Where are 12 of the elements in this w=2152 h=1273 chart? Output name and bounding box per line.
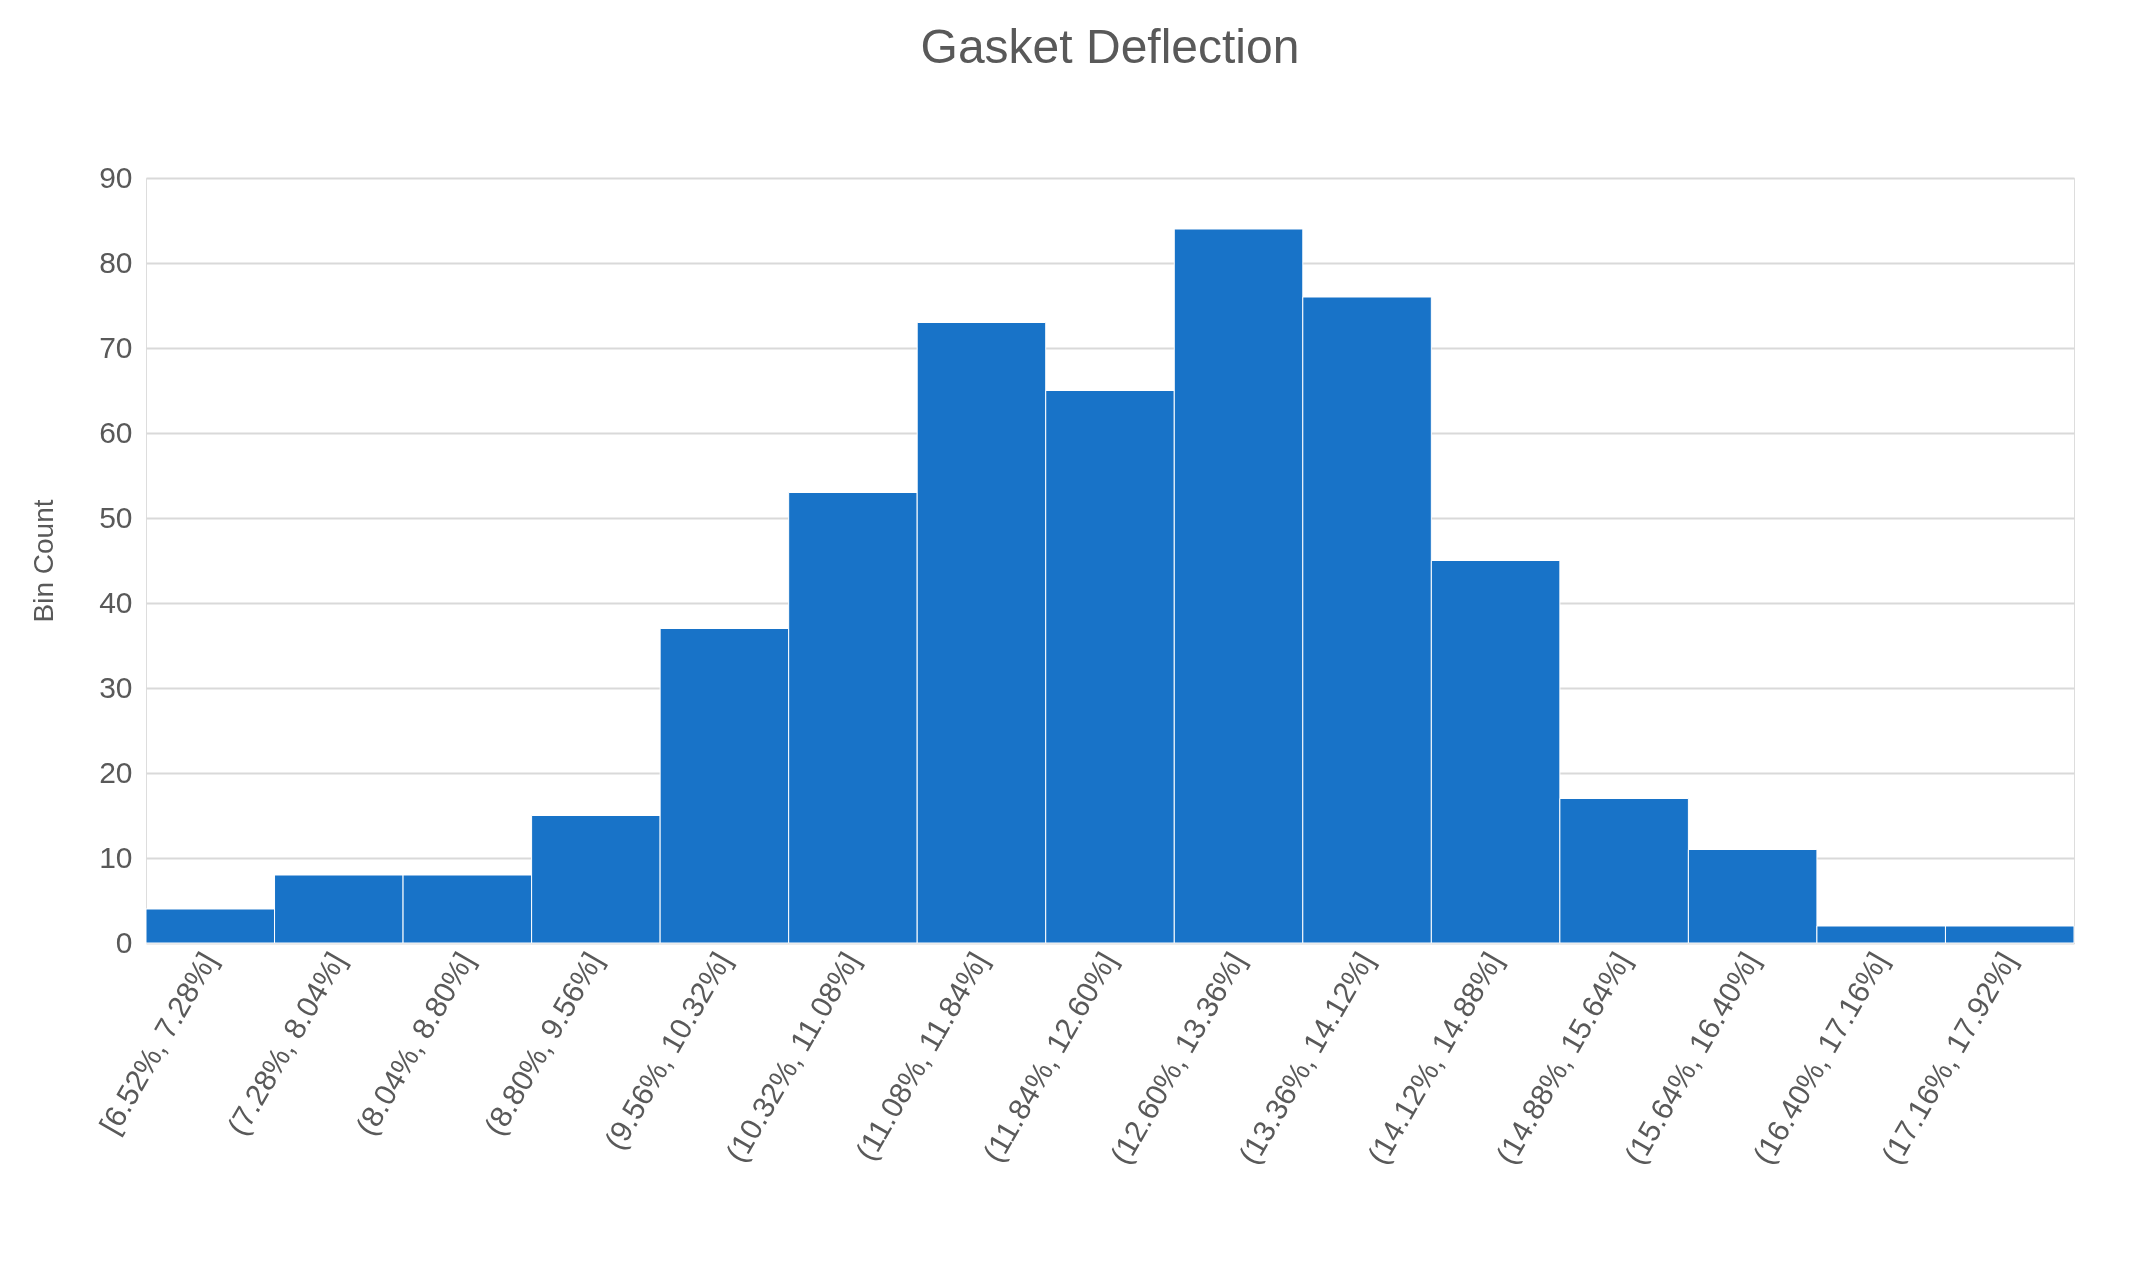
chart-title: Gasket Deflection	[920, 20, 1300, 73]
y-tick-label: 60	[99, 415, 133, 449]
y-tick-label: 50	[99, 500, 133, 534]
y-tick-label: 10	[99, 840, 133, 874]
y-tick-label: 90	[99, 160, 133, 194]
y-tick-label: 80	[99, 245, 133, 279]
y-tick-label: 70	[99, 330, 133, 364]
y-tick-label: 40	[99, 585, 133, 619]
y-tick-label: 0	[115, 925, 133, 959]
y-tick-label: 30	[99, 670, 133, 704]
y-axis-title: Bin Count	[28, 499, 60, 623]
y-tick-label: 20	[99, 755, 133, 789]
